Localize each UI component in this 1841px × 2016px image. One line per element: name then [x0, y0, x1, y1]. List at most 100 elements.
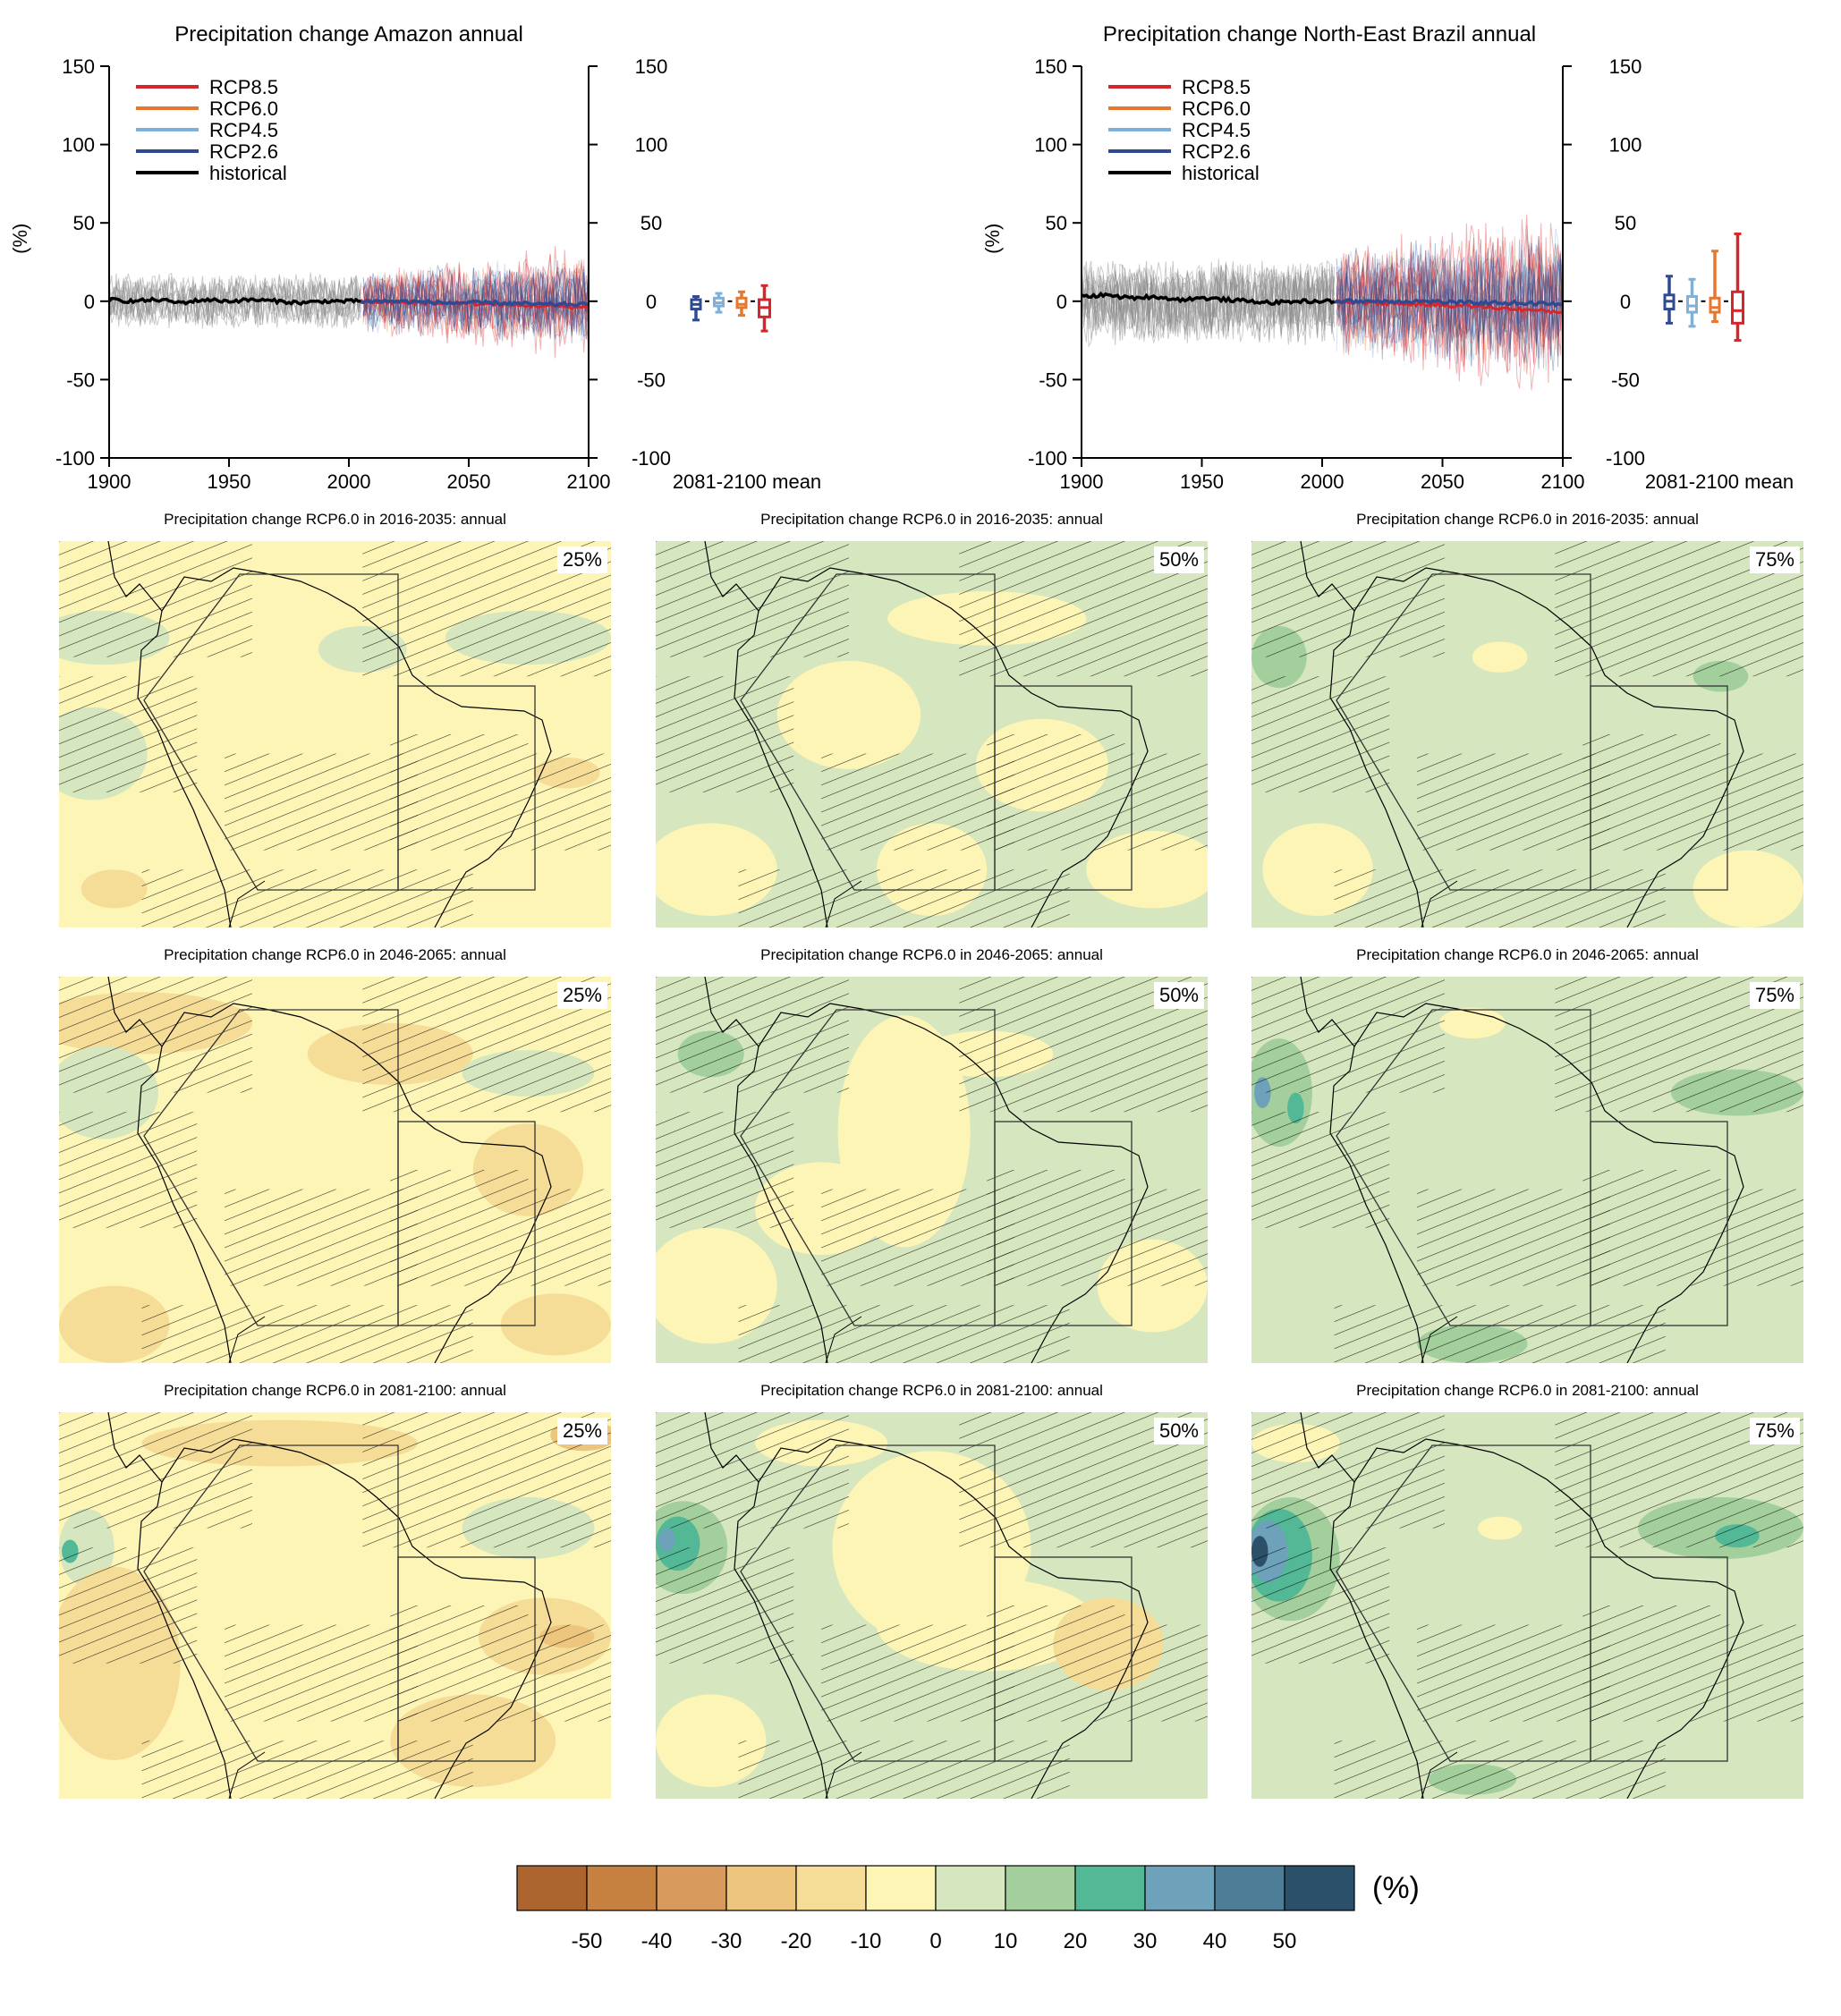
y-tick-label-right: 0 — [646, 291, 657, 313]
historical-member-line — [1081, 265, 1335, 345]
colorbar-swatch — [1214, 1865, 1285, 1911]
hatch-area — [225, 753, 419, 851]
coastline-east — [1353, 1003, 1744, 1363]
legend-label: RCP4.5 — [209, 119, 278, 141]
historical-member-line — [1081, 264, 1335, 346]
amazon-region-outline — [143, 1444, 399, 1762]
colorbar-swatch — [586, 1865, 658, 1911]
hatch-area — [1251, 541, 1445, 657]
hatch-area — [1582, 734, 1721, 851]
percentile-label: 50% — [1153, 982, 1204, 1009]
x-tick-label: 2100 — [1541, 470, 1585, 493]
y-tick-label: 100 — [1034, 134, 1067, 157]
colorbar-tick-label: -50 — [572, 1929, 603, 1953]
hatch-area — [225, 1189, 419, 1286]
coastline-west — [1300, 541, 1424, 928]
y-tick-label-right: -50 — [637, 368, 666, 391]
percentile-label: 25% — [556, 546, 607, 573]
amazon-region-outline — [740, 1009, 996, 1326]
historical-member-line — [1081, 262, 1335, 343]
map-svg — [656, 977, 1208, 1363]
boxplots — [1663, 232, 1744, 343]
coastline-east — [758, 1438, 1149, 1799]
percentile-label: 75% — [1749, 546, 1800, 573]
map-panel-3: Precipitation change RCP6.0 in 2016-2035… — [1251, 509, 1803, 928]
y-tick-label: 100 — [62, 134, 95, 157]
y-tick-label-right: -100 — [632, 447, 671, 470]
scenario-member-line — [1336, 239, 1564, 362]
amazon-region-outline — [740, 1444, 996, 1762]
legend-label: historical — [1182, 162, 1260, 184]
map-title: Precipitation change RCP6.0 in 2046-2065… — [164, 946, 506, 963]
scenario-member-line — [1336, 223, 1564, 386]
historical-member-line — [108, 273, 361, 329]
hatch-area — [390, 1605, 529, 1722]
chart-title: Precipitation change North-East Brazil a… — [1103, 22, 1536, 47]
colorbar-swatch — [516, 1865, 588, 1911]
coastline-east — [1353, 567, 1744, 928]
contour-region — [1438, 1007, 1506, 1039]
y-axis-label: (%) — [9, 224, 31, 254]
mean-lines — [107, 296, 590, 310]
historical-member-line — [1081, 263, 1335, 343]
hatch-area — [225, 1624, 419, 1722]
amazon-region-outline — [143, 1009, 399, 1326]
map-svg — [1251, 1412, 1803, 1799]
timeseries-chart: Precipitation change North-East Brazil a… — [981, 22, 1794, 493]
scenario-member-line — [362, 263, 590, 335]
hatch-area — [656, 1547, 794, 1664]
legend-label: RCP8.5 — [1182, 76, 1251, 98]
colorbar-tick-label: -20 — [781, 1929, 812, 1953]
hatch-area — [1334, 1741, 1666, 1799]
contour-region — [1086, 831, 1208, 909]
legend-label: RCP4.5 — [1182, 119, 1251, 141]
historical-member-line — [1081, 260, 1335, 343]
scenario-member-line — [362, 259, 590, 337]
historical-member-line — [108, 275, 361, 326]
colorbar-swatch — [725, 1865, 797, 1911]
y-tick-label: -100 — [55, 447, 95, 470]
coastline-west — [107, 541, 232, 928]
hatch-area — [1582, 1605, 1721, 1722]
scenario-member-line — [1336, 223, 1564, 391]
northeast-brazil-region-outline — [397, 1556, 536, 1762]
map-title: Precipitation change RCP6.0 in 2046-2065… — [760, 946, 1103, 963]
scenario-member-line — [1336, 248, 1564, 361]
x-tick-label: 2000 — [327, 470, 371, 493]
historical-member-line — [1081, 264, 1335, 336]
significance-hatching — [59, 1412, 611, 1799]
y-tick-label-right: 0 — [1620, 291, 1631, 313]
colorbar-tick-label: 40 — [1203, 1929, 1227, 1953]
y-tick-label: 150 — [1034, 55, 1067, 78]
y-tick-label: -100 — [1028, 447, 1067, 470]
scenario-member-line — [1336, 223, 1564, 389]
coastline-west — [704, 1412, 828, 1799]
contour-region — [1472, 641, 1528, 673]
hatch-area — [1582, 1170, 1721, 1286]
coastline-east — [161, 1438, 552, 1799]
hatch-area — [1417, 1189, 1611, 1286]
map-title: Precipitation change RCP6.0 in 2081-2100… — [164, 1382, 506, 1399]
significance-hatching — [656, 977, 1208, 1363]
map-svg — [59, 541, 611, 928]
hatch-area — [821, 1189, 1015, 1286]
historical-member-line — [1081, 259, 1335, 340]
colorbar-unit-label: (%) — [1372, 1871, 1420, 1905]
hatch-area — [656, 977, 849, 1093]
x-tick-label: 1900 — [88, 470, 132, 493]
colorbar-tick-label: 20 — [1064, 1929, 1088, 1953]
y-tick-label-right: 150 — [635, 55, 668, 78]
boxplot-box — [1709, 296, 1721, 314]
scenario-member-line — [362, 267, 590, 335]
hatch-area — [59, 1112, 198, 1228]
boxplot-label: 2081-2100 mean — [1645, 470, 1794, 493]
scenario-member-line — [1336, 239, 1564, 368]
colorbar-tick-label: -30 — [711, 1929, 742, 1953]
y-tick-label: -50 — [66, 368, 95, 391]
contour-region — [1693, 850, 1803, 928]
hatch-area — [1124, 753, 1208, 851]
y-tick-label: 50 — [73, 212, 95, 234]
northeast-brazil-region-outline — [994, 685, 1133, 891]
historical-spread — [1081, 258, 1335, 348]
